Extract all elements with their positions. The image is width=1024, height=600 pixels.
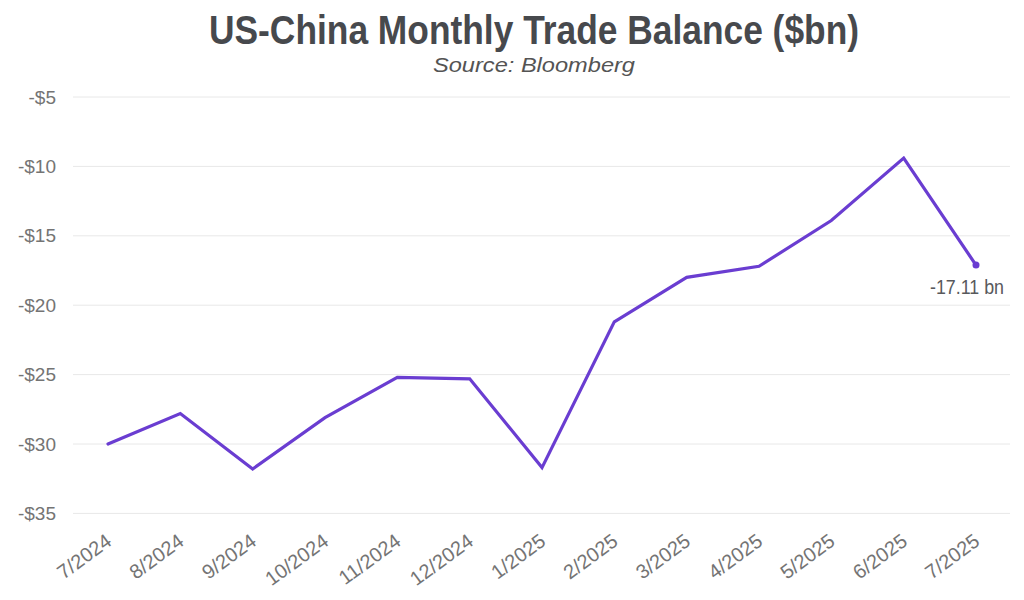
chart-subtitle: Source: Bloomberg: [433, 53, 635, 76]
gridlines: [73, 97, 1010, 513]
y-tick-label: -$15: [18, 225, 56, 246]
y-tick-label: -$10: [18, 156, 56, 177]
x-axis-labels: 7/20248/20249/202410/202411/202412/20241…: [53, 529, 983, 589]
y-tick-label: -$5: [29, 87, 56, 108]
y-tick-label: -$20: [18, 295, 56, 316]
chart-title: US-China Monthly Trade Balance ($bn): [209, 7, 859, 53]
x-tick-label: 4/2025: [704, 529, 766, 583]
x-tick-label: 11/2024: [334, 529, 404, 588]
y-tick-label: -$35: [18, 503, 56, 524]
x-tick-label: 5/2025: [776, 529, 838, 583]
y-axis-labels: -$5 -$10 -$15 -$20 -$25 -$30 -$35: [18, 87, 56, 524]
y-tick-label: -$25: [18, 364, 56, 385]
x-tick-label: 12/2024: [406, 529, 477, 589]
x-tick-label: 8/2024: [125, 529, 187, 583]
x-tick-label: 7/2024: [53, 529, 115, 583]
x-tick-label: 9/2024: [198, 529, 260, 583]
x-tick-label: 1/2025: [487, 529, 549, 583]
x-tick-label: 7/2025: [921, 529, 983, 583]
end-point-value-label: -17.11 bn: [930, 276, 1004, 298]
trade-balance-line: [108, 158, 976, 469]
end-point-marker: [973, 262, 980, 269]
x-tick-label: 10/2024: [261, 529, 332, 589]
y-tick-label: -$30: [18, 434, 56, 455]
x-tick-label: 2/2025: [559, 529, 621, 583]
x-tick-label: 6/2025: [849, 529, 911, 583]
x-tick-label: 3/2025: [632, 529, 694, 583]
trade-balance-chart: -$5 -$10 -$15 -$20 -$25 -$30 -$35 7/20248/2024…: [0, 0, 1024, 600]
